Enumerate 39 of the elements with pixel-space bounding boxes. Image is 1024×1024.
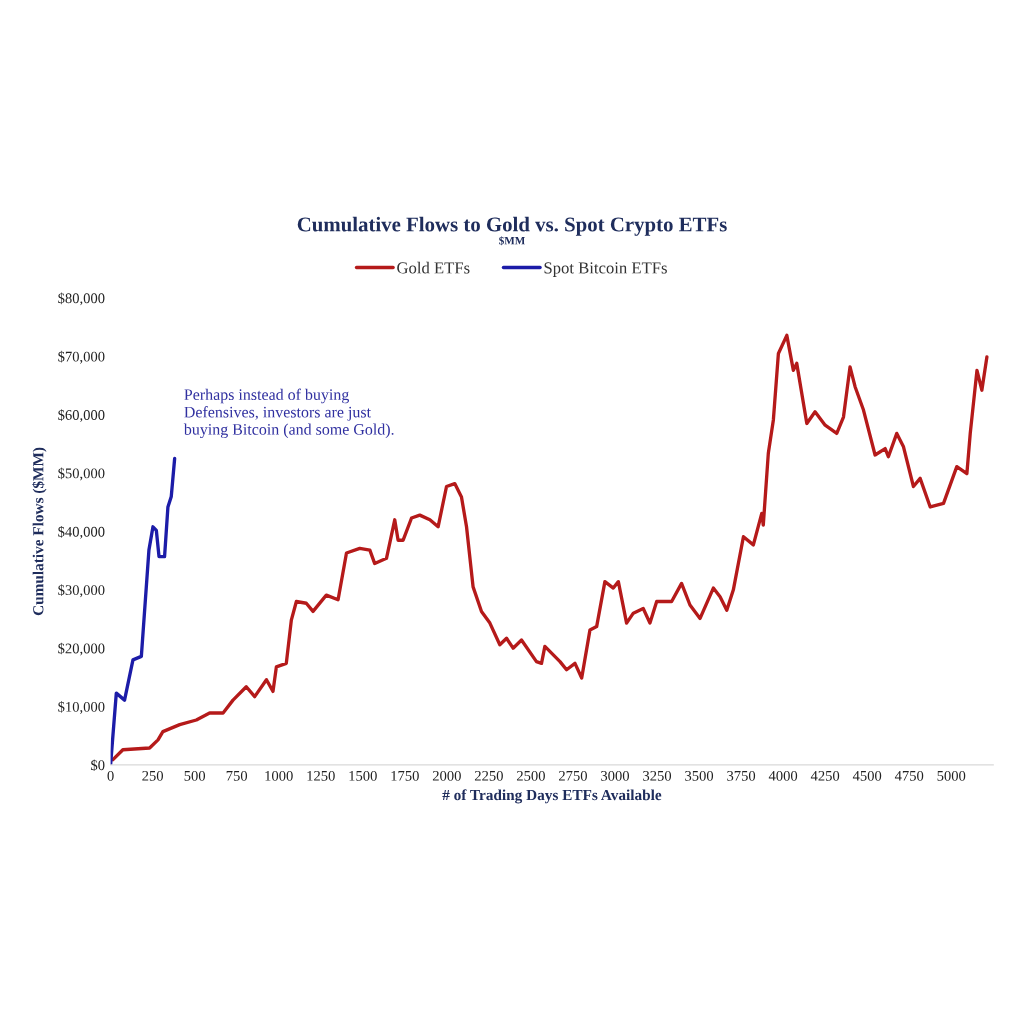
y-tick-label: $0 <box>91 759 105 772</box>
x-tick-label: 3000 <box>601 770 630 781</box>
x-tick-label: 250 <box>142 770 164 781</box>
x-tick-label: 4250 <box>810 770 840 781</box>
line-series <box>110 456 177 765</box>
x-tick-label: 1500 <box>349 770 377 781</box>
x-tick-label: 4750 <box>894 770 924 781</box>
y-tick-label: $30,000 <box>58 584 105 598</box>
x-tick-label: 4500 <box>852 770 882 781</box>
x-tick-label: 5000 <box>937 770 966 781</box>
y-tick-label: $70,000 <box>58 350 105 364</box>
x-tick-label: 3500 <box>685 770 714 781</box>
y-tick-label: $40,000 <box>58 525 105 539</box>
chart-title: Cumulative Flows to Gold vs. Spot Crypto ETFs <box>297 216 727 236</box>
x-tick-label: 2500 <box>516 770 545 781</box>
y-tick-label: $50,000 <box>58 467 105 481</box>
line-series <box>111 333 989 762</box>
x-tick-label: 2000 <box>432 770 461 781</box>
x-tick-label: 500 <box>184 770 206 781</box>
legend-label: Spot Bitcoin ETFs <box>544 262 667 277</box>
y-tick-label: $20,000 <box>58 642 105 656</box>
legend-label: Gold ETFs <box>397 261 470 274</box>
x-tick-label: 2250 <box>474 770 503 781</box>
y-tick-label: $10,000 <box>58 701 105 714</box>
x-tick-label: 1750 <box>391 770 419 781</box>
y-axis-title: Cumulative Flows ($MM) <box>32 447 47 616</box>
x-tick-label: 1000 <box>265 770 293 781</box>
y-tick-label: $80,000 <box>58 292 105 306</box>
y-tick-label: $60,000 <box>58 409 105 423</box>
annotation: Perhaps instead of buying Defensives, investors are just buying Bitcoin (and some Gold). <box>183 388 394 439</box>
chart-subtitle: $MM <box>499 236 525 246</box>
x-tick-label: 3250 <box>643 770 672 781</box>
x-tick-label: 0 <box>107 770 114 781</box>
x-tick-label: 4000 <box>768 770 798 781</box>
x-tick-label: 3750 <box>727 770 756 781</box>
x-tick-label: 1250 <box>307 770 335 781</box>
x-axis-title: # of Trading Days ETFs Available <box>442 789 662 804</box>
x-tick-label: 750 <box>226 770 248 781</box>
x-tick-label: 2750 <box>559 770 587 781</box>
